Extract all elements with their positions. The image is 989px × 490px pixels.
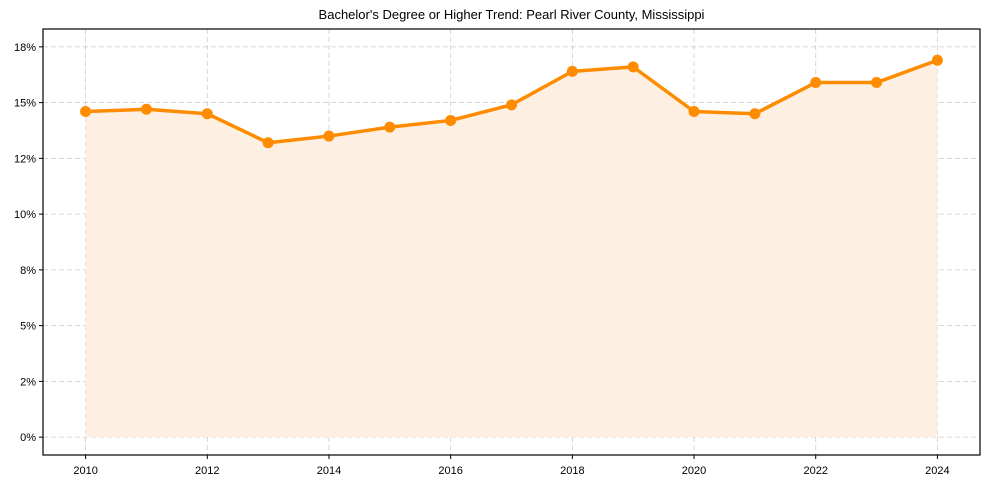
data-point-2021 <box>749 108 761 120</box>
x-axis: 2010 2012 2014 2016 2018 2020 2022 2024 <box>73 455 950 477</box>
y-tick-label: 15% <box>14 98 36 110</box>
y-tick-label: 18% <box>14 42 36 54</box>
x-tick-label: 2012 <box>195 465 219 477</box>
data-point-2012 <box>201 108 213 120</box>
data-point-2015 <box>384 121 396 133</box>
x-tick-label: 2010 <box>73 465 97 477</box>
axes-frame <box>42 28 981 456</box>
data-point-2019 <box>627 61 639 73</box>
area-fill <box>85 60 938 438</box>
y-tick-label: 0% <box>20 432 36 444</box>
data-point-2016 <box>445 114 457 126</box>
x-tick-label: 2024 <box>925 465 949 477</box>
y-tick-label: 10% <box>14 209 36 221</box>
data-markers <box>80 54 943 149</box>
data-point-2022 <box>810 77 822 89</box>
data-point-2014 <box>323 130 335 142</box>
data-point-2011 <box>140 103 152 115</box>
data-point-2018 <box>566 65 578 77</box>
data-point-2020 <box>688 106 700 118</box>
data-point-2017 <box>506 99 517 111</box>
x-tick-label: 2022 <box>803 465 827 477</box>
y-tick-label: 12% <box>14 153 36 165</box>
x-tick-label: 2016 <box>438 465 462 477</box>
data-point-2013 <box>262 137 274 149</box>
data-point-2023 <box>871 77 883 89</box>
chart-title: Bachelor's Degree or Higher Trend: Pearl… <box>318 7 705 22</box>
y-tick-label: 5% <box>20 321 36 333</box>
y-axis: 0% 2% 5% 8% 10% 12% 15% 18% <box>14 42 43 444</box>
x-tick-label: 2018 <box>560 465 584 477</box>
x-tick-label: 2020 <box>682 465 706 477</box>
data-point-2010 <box>80 106 92 118</box>
data-point-2024 <box>931 54 943 66</box>
x-tick-label: 2014 <box>317 465 341 477</box>
y-tick-label: 8% <box>20 265 36 277</box>
y-tick-label: 2% <box>20 376 36 388</box>
